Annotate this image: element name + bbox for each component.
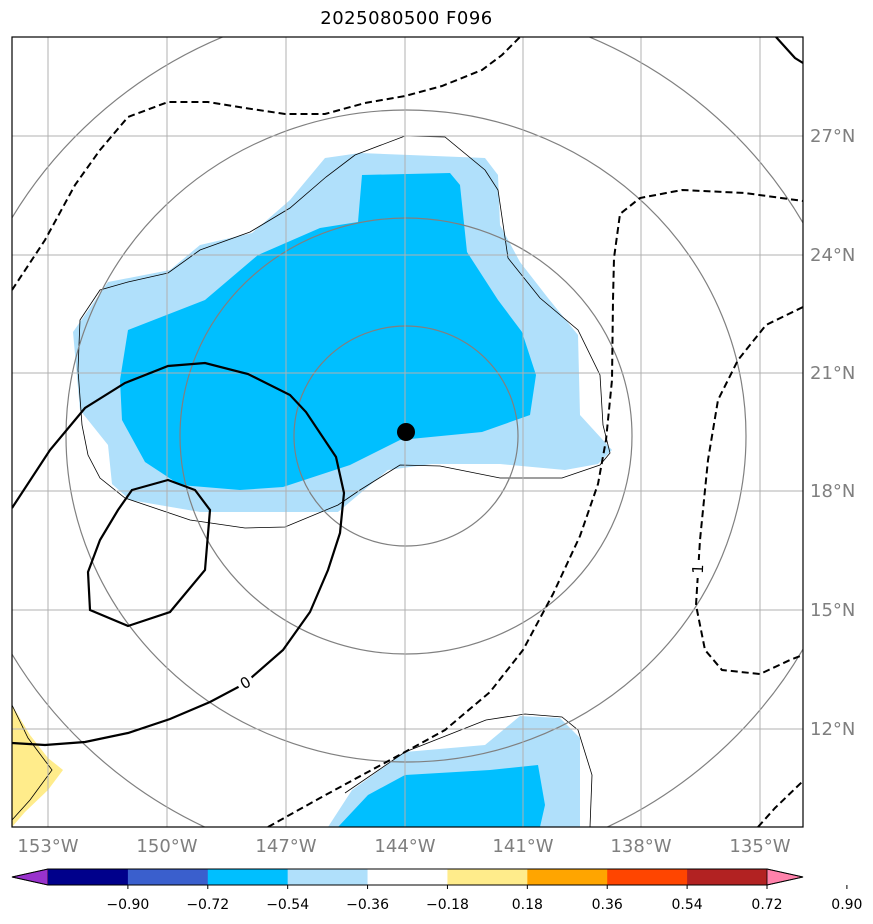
- outline-contour-west: [12, 704, 53, 821]
- outline-contour-south: [344, 713, 593, 827]
- lon-label-147w: 147°W: [255, 836, 316, 857]
- contour-label-one: 1: [688, 560, 707, 578]
- lat-label-12n: 12°N: [810, 719, 855, 740]
- lon-axis: 153°W 150°W 147°W 144°W 141°W 138°W 135°…: [17, 836, 790, 857]
- colorbar-segment: [447, 869, 528, 885]
- colorbar-segment: [207, 869, 289, 885]
- yellow-shading-west: [12, 705, 63, 827]
- storm-center-marker: [397, 423, 415, 441]
- colorbar-outline: [11, 868, 804, 886]
- colorbar-segment: [527, 869, 608, 885]
- colorbar-extend-high: [766, 868, 804, 886]
- lon-label-141w: 141°W: [492, 836, 553, 857]
- map-title: 2025080500 F096: [320, 8, 493, 29]
- colorbar-extend-low: [11, 868, 49, 886]
- blue-shading-south: [338, 765, 545, 827]
- lon-label-138w: 138°W: [610, 836, 671, 857]
- colorbar-tick-label: 0.18: [512, 897, 543, 913]
- lat-label-18n: 18°N: [810, 481, 855, 502]
- colorbar-tick-label: −0.54: [266, 897, 309, 913]
- contour-label-one-text: 1: [689, 564, 707, 574]
- solid-contour-zero: [12, 361, 346, 747]
- lon-label-153w: 153°W: [17, 836, 78, 857]
- solid-contour-loop: [86, 478, 212, 628]
- distance-rings: [12, 37, 803, 827]
- lat-label-24n: 24°N: [810, 245, 855, 266]
- blue-shading-north: [120, 173, 536, 490]
- lon-label-144w: 144°W: [374, 836, 435, 857]
- colorbar-tick-label: −0.18: [426, 897, 469, 913]
- colorbar-tick-label: −0.36: [346, 897, 389, 913]
- map-plot-area: [12, 37, 803, 827]
- lat-axis: 27°N 24°N 21°N 18°N 15°N 12°N: [810, 126, 855, 740]
- colorbar-segment: [287, 869, 369, 885]
- solid-contours: [12, 37, 803, 747]
- solid-contour-northeast: [775, 37, 803, 64]
- colorbar-tick-label: −0.72: [186, 897, 229, 913]
- colorbar-segment: [127, 869, 209, 885]
- colorbar-segment: [687, 869, 768, 885]
- dashed-contour-east: [694, 306, 803, 676]
- dashed-contours: [12, 37, 803, 827]
- dashed-contour-corner: [757, 780, 803, 827]
- colorbar-tick-label: 0.36: [592, 897, 623, 913]
- lat-label-27n: 27°N: [810, 126, 855, 147]
- plot-frame: [11, 36, 804, 828]
- colorbar-tick-label: −0.90: [106, 897, 149, 913]
- dashed-contour-northwest: [12, 37, 521, 291]
- colorbar-tick-label: 0.72: [751, 897, 782, 913]
- colorbar-tick-label: 0.54: [672, 897, 703, 913]
- colorbar-segment: [367, 869, 448, 885]
- contour-label-zero: 0: [233, 670, 257, 694]
- graticule: [12, 37, 803, 827]
- lon-label-150w: 150°W: [136, 836, 197, 857]
- colorbar-tick-label: 0.90: [831, 897, 862, 913]
- colorbar: −0.90 −0.72 −0.54 −0.36 −0.18 0.18 0.36 0.54 0.7…: [11, 868, 862, 913]
- colorbar-segment: [48, 869, 129, 885]
- dashed-contour-southeast: [267, 188, 803, 827]
- outline-contour-north: [77, 135, 611, 529]
- lat-label-15n: 15°N: [810, 600, 855, 621]
- lat-label-21n: 21°N: [810, 363, 855, 384]
- colorbar-segment: [607, 869, 688, 885]
- lon-label-135w: 135°W: [729, 836, 790, 857]
